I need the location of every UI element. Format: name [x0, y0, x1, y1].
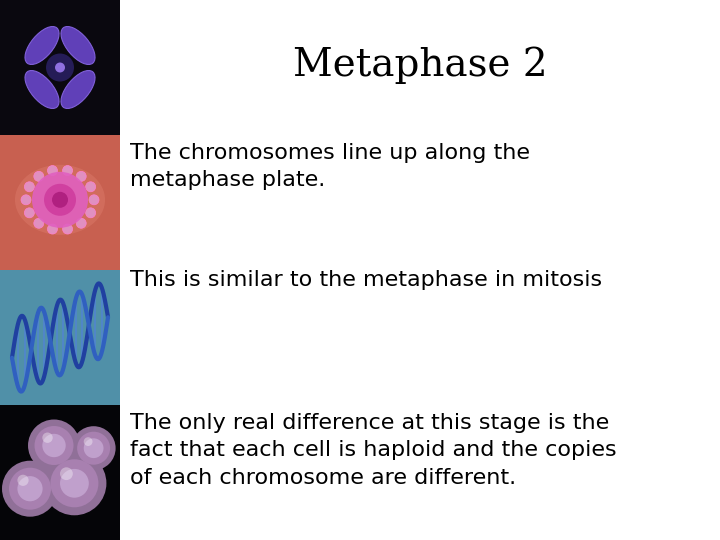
Circle shape	[9, 468, 51, 510]
Circle shape	[42, 451, 107, 515]
Text: The only real difference at this stage is the
fact that each cell is haploid and: The only real difference at this stage i…	[130, 413, 616, 488]
Ellipse shape	[15, 165, 105, 235]
Circle shape	[2, 461, 58, 517]
Circle shape	[84, 437, 92, 446]
Text: Metaphase 2: Metaphase 2	[293, 46, 547, 84]
Circle shape	[76, 218, 86, 228]
Ellipse shape	[25, 26, 59, 64]
Circle shape	[42, 434, 66, 457]
Circle shape	[28, 420, 80, 471]
Circle shape	[35, 426, 73, 465]
Circle shape	[44, 184, 76, 216]
Circle shape	[84, 438, 104, 458]
Circle shape	[60, 469, 89, 498]
Circle shape	[17, 476, 42, 501]
Ellipse shape	[46, 53, 74, 82]
Circle shape	[42, 433, 53, 443]
Circle shape	[71, 426, 116, 470]
Circle shape	[77, 431, 110, 465]
Circle shape	[34, 171, 44, 181]
Circle shape	[86, 208, 96, 218]
Circle shape	[63, 224, 73, 234]
Circle shape	[24, 208, 35, 218]
Circle shape	[32, 172, 88, 228]
Circle shape	[89, 195, 99, 205]
Circle shape	[24, 182, 35, 192]
Circle shape	[34, 218, 44, 228]
Text: The chromosomes line up along the
metaphase plate.: The chromosomes line up along the metaph…	[130, 143, 530, 190]
Circle shape	[63, 166, 73, 176]
Ellipse shape	[55, 63, 65, 72]
Bar	[120, 0, 720, 540]
Bar	[0, 135, 120, 270]
Bar	[0, 0, 120, 135]
Ellipse shape	[25, 71, 59, 109]
Circle shape	[86, 182, 96, 192]
Text: This is similar to the metaphase in mitosis: This is similar to the metaphase in mito…	[130, 270, 602, 290]
Bar	[0, 270, 120, 405]
Circle shape	[76, 171, 86, 181]
Circle shape	[48, 166, 58, 176]
Circle shape	[52, 192, 68, 208]
Circle shape	[60, 467, 73, 480]
Circle shape	[48, 224, 58, 234]
Ellipse shape	[61, 26, 95, 64]
Circle shape	[17, 475, 29, 486]
Circle shape	[21, 195, 31, 205]
Bar	[0, 405, 120, 540]
Ellipse shape	[61, 71, 95, 109]
Circle shape	[50, 460, 99, 507]
